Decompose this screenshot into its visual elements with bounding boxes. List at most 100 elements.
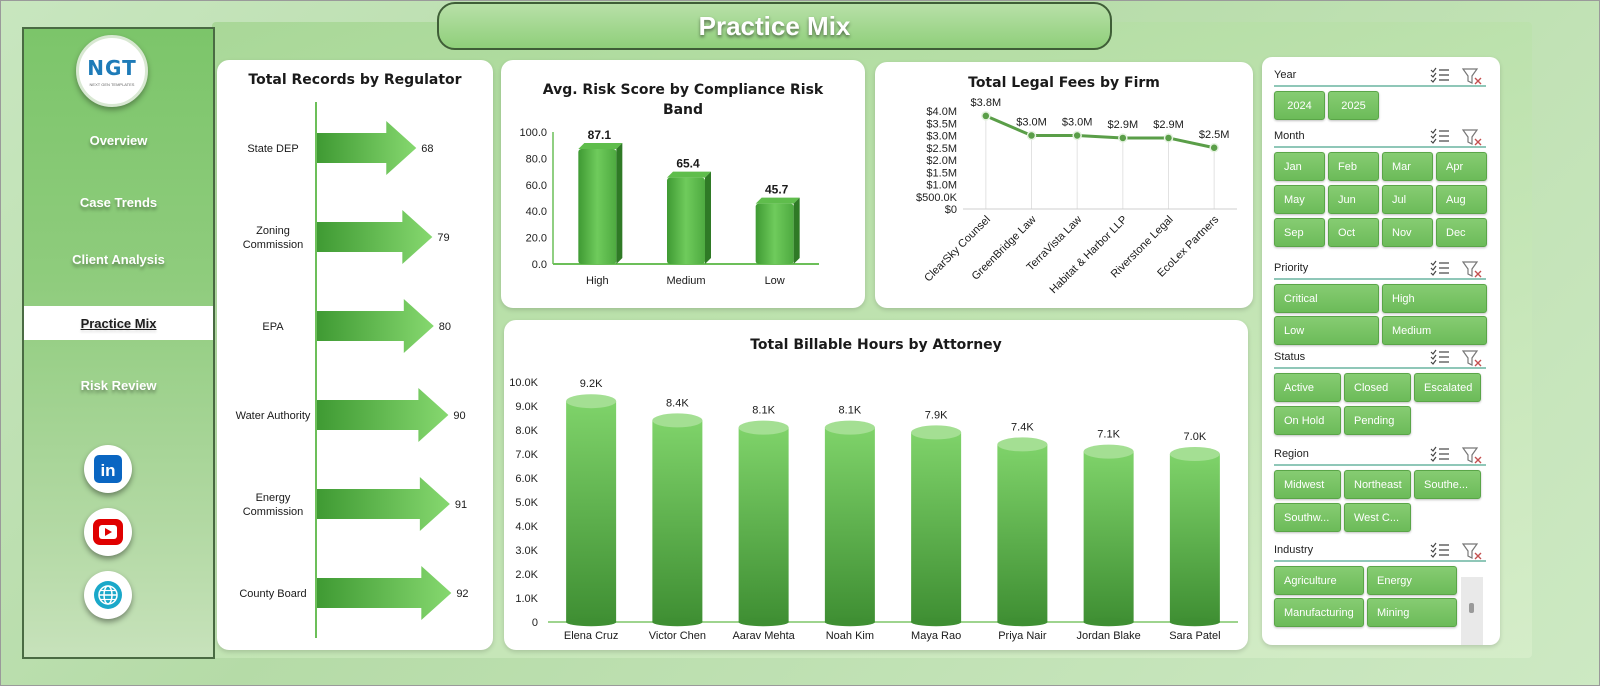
slicer-item-status[interactable]: Pending	[1344, 406, 1411, 435]
slicer-item-month[interactable]: May	[1274, 185, 1325, 214]
category-label: Water Authority	[236, 410, 311, 422]
slicer-item-label: Aug	[1446, 193, 1466, 206]
slicer-item-month[interactable]: Jul	[1382, 185, 1433, 214]
bar-top	[667, 171, 711, 178]
multi-select-icon[interactable]	[1430, 446, 1450, 463]
clear-filter-icon[interactable]	[1462, 260, 1484, 278]
y-tick-label: 80.0	[526, 153, 547, 165]
slicer-item-month[interactable]: Dec	[1436, 218, 1487, 247]
filter-funnel	[1462, 68, 1479, 84]
slicer-item-month[interactable]: Sep	[1274, 218, 1325, 247]
slicer-item-label: High	[1392, 292, 1415, 305]
bar-base	[911, 617, 962, 627]
slicer-item-label: Jul	[1392, 193, 1407, 206]
data-point	[1209, 143, 1219, 153]
scrollbar-thumb[interactable]	[1469, 603, 1474, 613]
nav-practice-mix[interactable]: Practice Mix	[24, 306, 213, 340]
regulator-records-card: Total Records by Regulator 68 State DEP 79…	[217, 60, 493, 650]
bar-base	[738, 617, 789, 627]
slicer-item-industry[interactable]: Energy	[1367, 566, 1457, 595]
website-button[interactable]	[84, 571, 132, 619]
category-label: County Board	[239, 588, 306, 600]
slicer-title: Year	[1274, 69, 1297, 81]
slicer-item-status[interactable]: On Hold	[1274, 406, 1341, 435]
slicer-item-year[interactable]: 2025	[1328, 91, 1379, 120]
slicer-item-month[interactable]: Jun	[1328, 185, 1379, 214]
nav-overview[interactable]: Overview	[24, 123, 213, 157]
slicer-item-region[interactable]: West C...	[1344, 503, 1411, 532]
slicer-item-label: Oct	[1338, 226, 1356, 239]
slicer-item-region[interactable]: Northeast	[1344, 470, 1411, 499]
bar-top	[1083, 444, 1134, 459]
logo[interactable]: NGT NEXT GEN TEMPLATES	[76, 35, 148, 107]
clear-filter-icon[interactable]	[1462, 67, 1484, 85]
slicer-item-priority[interactable]: Critical	[1274, 284, 1379, 313]
slicer-item-label: Agriculture	[1284, 574, 1337, 587]
bar-side	[705, 171, 711, 264]
data-label: 8.4K	[666, 397, 689, 409]
slicer-item-month[interactable]: Aug	[1436, 185, 1487, 214]
chart-title: Total Records by Regulator	[248, 72, 462, 88]
clear-filter-icon[interactable]	[1462, 542, 1484, 560]
legal-fees-card: Total Legal Fees by Firm $0 $500.0K $1.0M $…	[875, 62, 1253, 308]
slicer-title: Industry	[1274, 544, 1314, 556]
bar	[578, 149, 617, 264]
x-tick-label: Medium	[666, 275, 705, 287]
slicer-item-priority[interactable]: Low	[1274, 316, 1379, 345]
youtube-button[interactable]	[84, 508, 132, 556]
x-tick-label: Aarav Mehta	[732, 630, 795, 642]
slicer-item-month[interactable]: Nov	[1382, 218, 1433, 247]
multi-select-icon[interactable]	[1430, 542, 1450, 559]
nav-case-trends[interactable]: Case Trends	[24, 185, 213, 219]
category-label: EPA	[262, 321, 284, 333]
bar	[997, 444, 1048, 622]
slicer-item-industry[interactable]: Agriculture	[1274, 566, 1364, 595]
y-tick-label: $500.0K	[916, 192, 958, 204]
nav-label: Client Analysis	[72, 251, 165, 267]
clear-filter-icon[interactable]	[1462, 128, 1484, 146]
slicer-item-month[interactable]: Jan	[1274, 152, 1325, 181]
slicer-item-month[interactable]: Oct	[1328, 218, 1379, 247]
x-tick-label: High	[586, 275, 609, 287]
y-tick-label: 5.0K	[515, 497, 538, 509]
slicer-item-month[interactable]: Mar	[1382, 152, 1433, 181]
nav-client-analysis[interactable]: Client Analysis	[24, 242, 213, 276]
linkedin-button[interactable]: in	[84, 445, 132, 493]
data-label: 92	[456, 588, 468, 600]
category-label: Energy	[256, 492, 291, 504]
multi-select-icon[interactable]	[1430, 349, 1450, 366]
y-tick-label: $1.0M	[926, 180, 957, 192]
multi-select-icon[interactable]	[1430, 128, 1450, 145]
slicer-item-priority[interactable]: Medium	[1382, 316, 1487, 345]
slicer-item-status[interactable]: Escalated	[1414, 373, 1481, 402]
slicer-item-year[interactable]: 2024	[1274, 91, 1325, 120]
filter-funnel	[1462, 129, 1479, 145]
multi-select-icon[interactable]	[1430, 260, 1450, 277]
bar-base	[652, 617, 703, 627]
slicer-item-month[interactable]: Feb	[1328, 152, 1379, 181]
nav-risk-review[interactable]: Risk Review	[24, 368, 213, 402]
slicer-header-year: Year	[1274, 65, 1486, 87]
slicer-item-region[interactable]: Southw...	[1274, 503, 1341, 532]
bar-top	[824, 420, 875, 435]
y-tick-label: $3.0M	[926, 131, 957, 143]
checkmark	[1430, 456, 1437, 462]
checkmark	[1430, 67, 1437, 73]
slicer-item-industry[interactable]: Manufacturing	[1274, 598, 1364, 627]
slicer-item-region[interactable]: Midwest	[1274, 470, 1341, 499]
data-label: 87.1	[588, 128, 612, 142]
checkmark	[1430, 451, 1437, 457]
slicer-item-status[interactable]: Active	[1274, 373, 1341, 402]
slicer-item-priority[interactable]: High	[1382, 284, 1487, 313]
slicer-item-industry[interactable]: Mining	[1367, 598, 1457, 627]
slicer-item-region[interactable]: Southe...	[1414, 470, 1481, 499]
slicer-item-status[interactable]: Closed	[1344, 373, 1411, 402]
slicer-scrollbar[interactable]	[1461, 577, 1483, 645]
clear-filter-icon[interactable]	[1462, 446, 1484, 464]
clear-x	[1474, 359, 1482, 367]
multi-select-icon[interactable]	[1430, 67, 1450, 84]
slicer-item-month[interactable]: Apr	[1436, 152, 1487, 181]
clear-filter-icon[interactable]	[1462, 349, 1484, 367]
data-label: $2.5M	[1199, 129, 1230, 141]
slicer-item-label: Pending	[1354, 414, 1395, 427]
